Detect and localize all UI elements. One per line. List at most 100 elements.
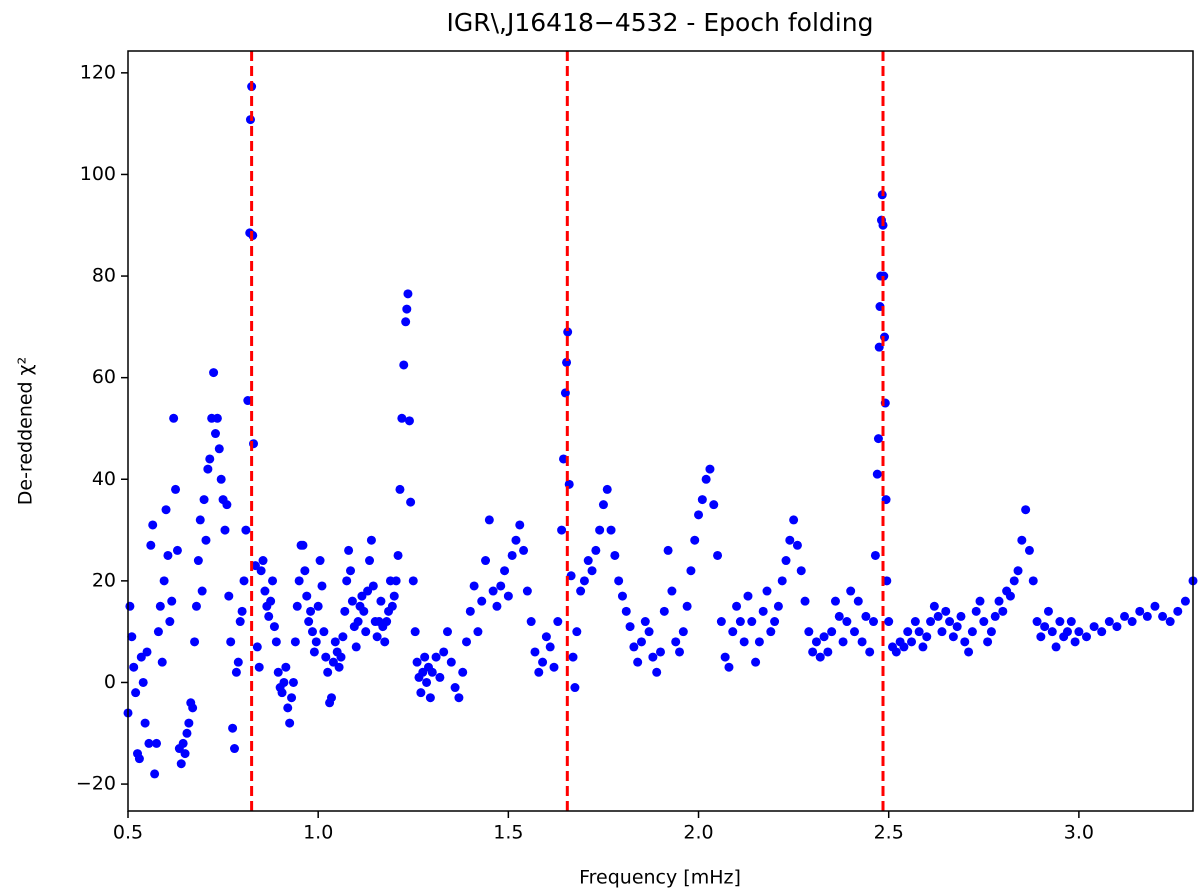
data-point [682, 601, 692, 611]
data-point [777, 576, 787, 586]
data-point [621, 606, 631, 616]
data-point [209, 368, 219, 378]
data-point [636, 637, 646, 647]
data-point [368, 581, 378, 591]
data-point [214, 444, 224, 454]
data-point [648, 652, 658, 662]
data-point [644, 627, 654, 637]
data-point [563, 327, 573, 337]
data-point [462, 637, 472, 647]
data-point [389, 591, 399, 601]
data-point [716, 617, 726, 627]
data-point [998, 606, 1008, 616]
data-point [675, 647, 685, 657]
data-point [287, 693, 297, 703]
data-point [496, 581, 506, 591]
data-point [789, 515, 799, 525]
data-point [728, 627, 738, 637]
data-point [819, 632, 829, 642]
data-point [140, 718, 150, 728]
data-point [1097, 627, 1107, 637]
data-point [907, 637, 917, 647]
data-point [235, 617, 245, 627]
x-tick-label: 3.0 [1064, 822, 1094, 844]
data-point [766, 627, 776, 637]
data-point [1082, 632, 1091, 642]
data-point [346, 566, 356, 576]
data-point [252, 642, 262, 652]
data-point [842, 617, 852, 627]
data-point [279, 677, 289, 687]
data-point [201, 535, 211, 545]
y-tick-label: −20 [76, 773, 116, 795]
data-point [254, 662, 264, 672]
data-point [406, 497, 416, 507]
data-point [427, 667, 437, 677]
data-point [153, 627, 163, 637]
data-point [538, 657, 548, 667]
data-point [127, 632, 137, 642]
data-point [315, 556, 325, 566]
data-point [372, 632, 382, 642]
data-point [129, 662, 139, 672]
chart-title: IGR\,J16418−4532 - Epoch folding [447, 8, 874, 37]
data-point [926, 617, 936, 627]
data-point [146, 540, 156, 550]
data-point [344, 545, 354, 555]
data-point [359, 606, 369, 616]
data-point [884, 617, 894, 627]
data-point [319, 627, 329, 637]
data-point [823, 647, 833, 657]
data-point [366, 535, 376, 545]
data-point [610, 550, 620, 560]
data-point [239, 576, 249, 586]
data-point [633, 657, 643, 667]
data-point [1024, 545, 1034, 555]
data-point [150, 769, 160, 779]
data-point [507, 550, 517, 560]
data-point [365, 556, 375, 566]
data-point [1036, 632, 1046, 642]
data-point [1017, 535, 1027, 545]
data-point [526, 617, 536, 627]
data-point [990, 611, 1000, 621]
data-point [125, 601, 135, 611]
data-point [387, 601, 397, 611]
data-point [484, 515, 494, 525]
data-point [576, 586, 586, 596]
data-point [435, 672, 445, 682]
plot-frame [127, 50, 1194, 812]
data-point [960, 637, 970, 647]
data-point [191, 601, 201, 611]
data-point [804, 627, 814, 637]
data-point [294, 576, 304, 586]
data-point [465, 606, 475, 616]
data-point [401, 317, 411, 327]
data-point [408, 576, 418, 586]
data-point [557, 525, 567, 535]
data-point [583, 556, 593, 566]
data-point [1070, 637, 1080, 647]
data-point [834, 611, 844, 621]
data-point [945, 617, 955, 627]
data-point [918, 642, 928, 652]
data-point [964, 647, 974, 657]
data-point [288, 677, 298, 687]
data-point [422, 677, 432, 687]
data-point [614, 576, 624, 586]
data-point [566, 571, 576, 581]
data-point [983, 637, 993, 647]
data-point [340, 606, 350, 616]
data-point [258, 556, 268, 566]
data-point [735, 617, 745, 627]
y-tick-label: 120 [80, 61, 116, 83]
data-point [1074, 627, 1084, 637]
data-point [323, 667, 333, 677]
data-point [271, 637, 281, 647]
data-point [188, 703, 198, 713]
data-point [1028, 576, 1038, 586]
data-point [306, 606, 316, 616]
data-point [182, 728, 192, 738]
data-point [705, 464, 715, 474]
data-point [169, 413, 179, 423]
